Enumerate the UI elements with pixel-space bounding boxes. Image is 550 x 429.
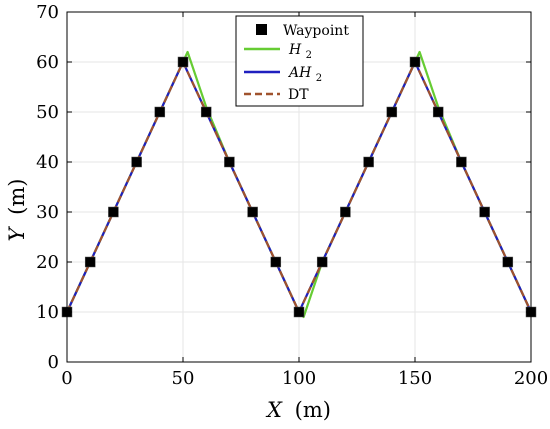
x-axis-unit: (m) [295,398,331,422]
x-tick-label: 150 [398,368,432,389]
y-tick-label: 70 [36,2,59,23]
x-axis-var: X [265,398,283,422]
waypoint-marker [316,256,328,268]
waypoint-marker [224,156,235,168]
x-tick-label: 200 [514,368,548,389]
x-axis-label: X (m) [265,398,331,422]
tick-labels: 0 50 100 150 200 0 10 20 30 40 50 60 70 [36,2,548,389]
waypoint-marker [131,156,142,168]
waypoint-marker [340,206,351,218]
waypoint-marker [293,306,305,318]
y-axis-unit: (m) [5,179,29,215]
y-tick-label: 40 [36,152,59,173]
waypoint-marker [432,106,444,118]
legend-ah2-base: AH [287,65,312,81]
waypoint-marker [409,56,421,68]
y-tick-label: 50 [36,102,59,123]
waypoint-marker [108,206,119,218]
legend-waypoint-marker [256,24,267,35]
legend: Waypoint H 2 AH 2 DT [235,15,364,107]
waypoint-marker [270,256,282,268]
legend-h2-base: H [288,42,302,58]
x-tick-label: 50 [172,368,195,389]
legend-ah2-label: AH 2 [287,65,322,84]
y-tick-label: 0 [48,352,59,373]
legend-ah2-sub: 2 [316,73,322,84]
waypoint-marker [456,156,467,168]
legend-h2-label: H 2 [288,42,312,61]
axes [66,11,532,363]
waypoint-marker [84,256,96,268]
legend-h2-sub: 2 [306,50,312,61]
y-axis-var: Y [5,225,29,241]
waypoint-marker [154,106,166,118]
waypoint-marker [502,256,514,268]
y-axis-label: Y (m) [5,179,29,242]
y-tick-label: 20 [36,252,59,273]
y-tick-label: 60 [36,52,59,73]
y-tick-label: 30 [36,202,59,223]
x-tick-label: 100 [282,368,316,389]
waypoint-marker [386,106,398,118]
waypoint-marker [177,56,189,68]
waypoint-marker [363,156,374,168]
legend-dt-label: DT [288,87,309,103]
waypoint-marker [200,106,212,118]
legend-waypoint-label: Waypoint [283,23,349,39]
y-tick-label: 10 [36,302,59,323]
waypoint-marker [247,206,258,218]
waypoint-marker [479,206,490,218]
x-tick-label: 0 [61,368,72,389]
